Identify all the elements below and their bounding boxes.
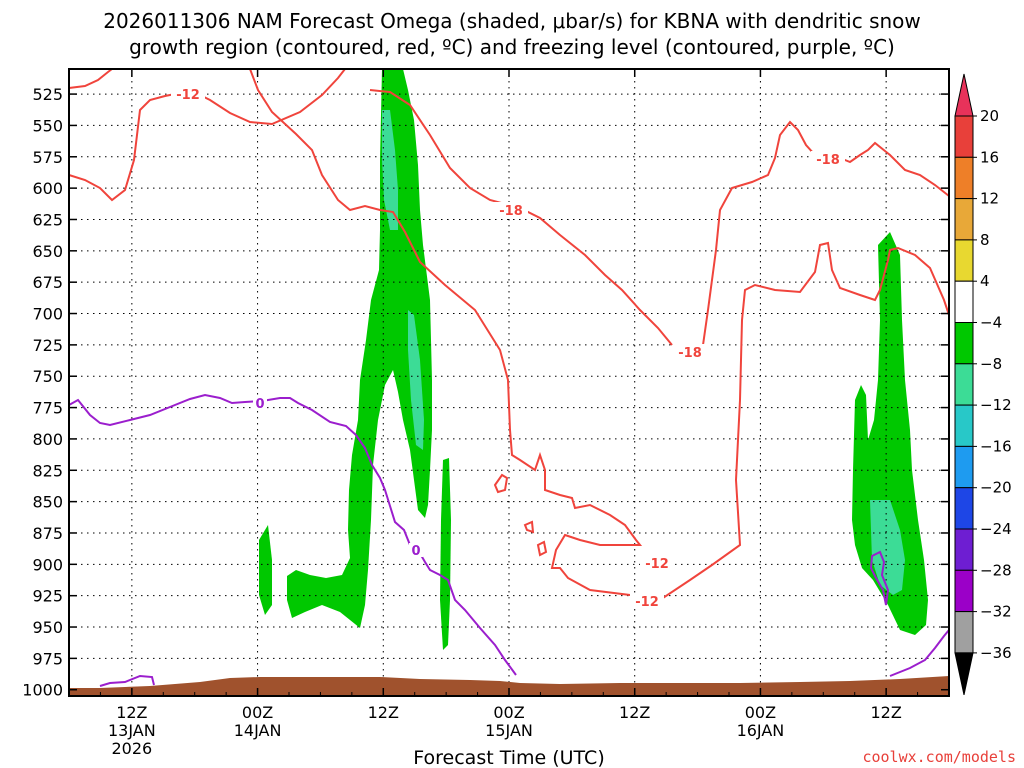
y-tick-label: 650 (32, 242, 63, 261)
x-tick-label: 12Z (870, 703, 901, 722)
y-tick-label: 675 (32, 273, 63, 292)
colorbar-swatch (954, 528, 974, 571)
y-tick-label: 1000 (22, 681, 63, 700)
colorbar-swatch (954, 569, 974, 613)
colorbar-swatch (954, 239, 974, 282)
colorbar-label: −20 (980, 479, 1012, 497)
colorbar-swatch (954, 445, 974, 489)
x-tick-label: 15JAN (485, 721, 533, 740)
y-tick-label: 950 (32, 618, 63, 637)
x-tick-label: 13JAN (108, 721, 156, 740)
y-tick-label: 700 (32, 305, 63, 324)
contour-label: -12 (176, 88, 200, 103)
x-tick-label: 16JAN (737, 721, 785, 740)
credit-label: coolwx.com/models (862, 748, 1016, 766)
y-tick-label: 600 (32, 179, 63, 198)
chart-title-line2: growth region (contoured, red, ºC) and f… (129, 35, 895, 59)
colorbar-swatch (954, 611, 974, 654)
y-tick-label: 925 (32, 587, 63, 606)
isotherm-12-loop (493, 473, 509, 494)
y-tick-label: 525 (32, 85, 63, 104)
colorbar-bottom-arrow (954, 652, 974, 696)
x-tick-label: 00Z (242, 703, 273, 722)
colorbar-label: −12 (980, 396, 1012, 414)
y-tick-label: 725 (32, 336, 63, 355)
contour-label: -12 (645, 557, 669, 572)
colorbar-label: 8 (980, 231, 990, 249)
isotherm-18-upper (369, 89, 673, 346)
colorbar-label: −8 (980, 355, 1002, 373)
isotherm-12-left (68, 68, 346, 202)
contour-label: -18 (499, 204, 523, 219)
contour-label: 0 (411, 544, 420, 559)
isotherm-18-right (701, 120, 816, 353)
isotherm-18-lower (249, 68, 950, 602)
x-tick-label: 2026 (111, 739, 152, 758)
colorbar-label: −4 (980, 314, 1002, 332)
y-tick-label: 575 (32, 148, 63, 167)
isotherm-12-loop-2 (523, 520, 535, 534)
y-tick-label: 750 (32, 367, 63, 386)
y-tick-label: 975 (32, 649, 63, 668)
y-tick-label: 900 (32, 555, 63, 574)
omega-region-right (852, 232, 928, 635)
freezing-level-loop (869, 550, 890, 606)
freezing-level-surface-right (889, 629, 950, 677)
x-tick-label: 00Z (493, 703, 524, 722)
contour-label: -12 (635, 595, 659, 610)
colorbar-label: −28 (980, 561, 1012, 579)
colorbar-label: −32 (980, 603, 1012, 621)
y-axis: 525 550 575 600 625 650 675 700 725 750 775 800 825 8… (22, 85, 949, 700)
y-tick-label: 625 (32, 210, 63, 229)
colorbar: 20 16 12 8 4 −4 −8 −12 −16 −20 −24 −28 −32 −36 (954, 73, 1012, 696)
x-tick-label: 14JAN (234, 721, 282, 740)
freezing-level-line (68, 393, 517, 676)
omega-region-thin (440, 458, 451, 650)
colorbar-label: 4 (980, 272, 990, 290)
isotherm-18-far-right (839, 141, 950, 197)
colorbar-swatch (954, 322, 974, 365)
colorbar-label: 12 (980, 190, 999, 208)
colorbar-label: −24 (980, 520, 1012, 538)
colorbar-swatch (954, 115, 974, 158)
colorbar-swatch (954, 198, 974, 241)
colorbar-swatch (954, 487, 974, 530)
omega-region-core (382, 110, 398, 230)
colorbar-top-arrow (954, 73, 974, 117)
isotherm-12-upper (68, 68, 113, 89)
y-tick-label: 550 (32, 116, 63, 135)
x-tick-label: 00Z (745, 703, 776, 722)
contour-label: 0 (255, 397, 264, 412)
colorbar-swatch (954, 156, 974, 200)
x-axis-title: Forecast Time (UTC) (413, 747, 604, 768)
colorbar-label: −16 (980, 437, 1012, 455)
contour-label: -18 (678, 346, 702, 361)
colorbar-swatch (954, 404, 974, 447)
colorbar-label: 16 (980, 148, 999, 166)
contour-labels: -12 -18 -18 -18 -12 -12 0 0 (171, 86, 845, 610)
surface-terrain (69, 676, 949, 696)
chart-title-line1: 2026011306 NAM Forecast Omega (shaded, μ… (103, 9, 921, 33)
omega-region-right-core (870, 500, 905, 595)
y-tick-label: 800 (32, 430, 63, 449)
x-tick-label: 12Z (116, 703, 147, 722)
omega-region-left (259, 525, 272, 615)
colorbar-label: 20 (980, 107, 999, 125)
colorbar-swatch (954, 280, 974, 324)
freezing-level-contours (68, 393, 950, 687)
x-tick-label: 12Z (368, 703, 399, 722)
y-tick-label: 850 (32, 493, 63, 512)
dgz-contours (68, 68, 950, 602)
x-tick-label: 12Z (619, 703, 650, 722)
freezing-level-surface-left (99, 674, 155, 687)
y-tick-label: 825 (32, 461, 63, 480)
contour-label: -18 (816, 153, 840, 168)
colorbar-label: −36 (980, 644, 1012, 662)
y-tick-label: 775 (32, 399, 63, 418)
isotherm-12-loop-3 (536, 540, 548, 557)
y-tick-label: 875 (32, 524, 63, 543)
colorbar-swatch (954, 363, 974, 406)
